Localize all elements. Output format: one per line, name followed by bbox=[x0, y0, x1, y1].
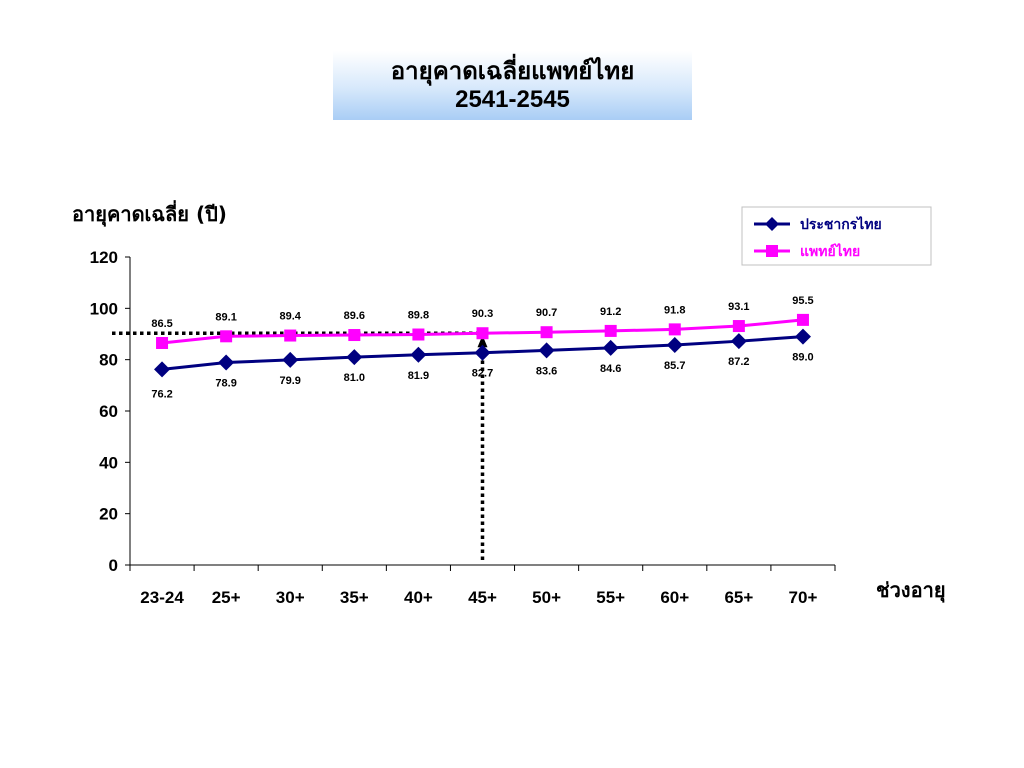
data-label: 85.7 bbox=[664, 360, 685, 372]
x-tick-label: 60+ bbox=[660, 588, 689, 607]
data-label: 93.1 bbox=[728, 301, 749, 313]
data-point bbox=[412, 328, 425, 341]
y-tick-label: 20 bbox=[99, 505, 118, 524]
series-layer: 76.2 78.9 79.9 81.0 81.9 82.7 83.6 84.6 85.7 87.2… bbox=[151, 295, 813, 401]
data-point bbox=[284, 329, 297, 342]
x-tick-label: 50+ bbox=[532, 588, 561, 607]
x-tick-label: 55+ bbox=[596, 588, 625, 607]
data-point bbox=[730, 333, 747, 350]
data-point bbox=[156, 336, 169, 349]
data-point bbox=[538, 342, 555, 359]
data-point bbox=[476, 327, 489, 340]
data-label: 95.5 bbox=[792, 295, 813, 307]
data-point bbox=[668, 323, 681, 336]
data-label: 81.0 bbox=[344, 372, 365, 384]
y-tick-label: 60 bbox=[99, 402, 118, 421]
data-label: 89.8 bbox=[408, 310, 429, 322]
x-tick-label: 70+ bbox=[789, 588, 818, 607]
legend-item: ประชากรไทย bbox=[754, 215, 882, 233]
legend-label: แพทย์ไทย bbox=[800, 242, 860, 260]
data-point bbox=[540, 326, 553, 339]
data-label: 76.2 bbox=[151, 388, 172, 400]
y-tick-label: 40 bbox=[99, 453, 118, 472]
legend-item: แพทย์ไทย bbox=[754, 242, 860, 260]
x-tick-label: 45+ bbox=[468, 588, 497, 607]
data-point bbox=[602, 339, 619, 356]
legend-marker bbox=[766, 245, 778, 257]
reference-arrow-head bbox=[477, 335, 488, 348]
data-point bbox=[796, 313, 809, 326]
data-label: 83.6 bbox=[536, 365, 557, 377]
y-tick-label: 80 bbox=[99, 351, 118, 370]
data-label: 82.7 bbox=[472, 368, 493, 380]
data-label: 79.9 bbox=[280, 375, 301, 387]
data-label: 86.5 bbox=[151, 318, 172, 330]
data-label: 87.2 bbox=[728, 356, 749, 368]
data-label: 91.2 bbox=[600, 306, 621, 318]
legend-label: ประชากรไทย bbox=[800, 215, 882, 233]
data-label: 81.9 bbox=[408, 370, 429, 382]
x-axis-label: ช่วงอายุ bbox=[876, 578, 946, 603]
x-tick-label: 30+ bbox=[276, 588, 305, 607]
x-tick-label: 35+ bbox=[340, 588, 369, 607]
x-tick-label: 23-24 bbox=[140, 588, 184, 607]
data-point bbox=[474, 344, 491, 361]
data-label: 84.6 bbox=[600, 363, 621, 375]
data-point bbox=[604, 324, 617, 337]
data-point bbox=[218, 354, 235, 371]
data-point bbox=[346, 349, 363, 366]
data-label: 90.3 bbox=[472, 308, 493, 320]
y-tick-label: 100 bbox=[90, 299, 118, 318]
x-tick-label: 25+ bbox=[212, 588, 241, 607]
data-label: 90.7 bbox=[536, 307, 557, 319]
y-tick-label: 0 bbox=[109, 556, 118, 575]
data-point bbox=[220, 330, 233, 343]
chart-subtitle: 2541-2545 bbox=[455, 86, 570, 113]
y-axis-label: อายุคาดเฉลี่ย (ปี) bbox=[72, 199, 227, 227]
data-point bbox=[348, 329, 361, 342]
data-label: 89.6 bbox=[344, 310, 365, 322]
data-point bbox=[154, 361, 171, 378]
chart-title-box: อายุคาดเฉลี่ยแพทย์ไทย 2541-2545 bbox=[333, 51, 692, 120]
data-label: 89.1 bbox=[215, 311, 236, 323]
legend-marker bbox=[765, 217, 779, 231]
series-doctors: 86.5 89.1 89.4 89.6 89.8 90.3 90.7 91.2 91.8 93.1… bbox=[151, 295, 814, 349]
x-tick-label: 65+ bbox=[724, 588, 753, 607]
data-label: 91.8 bbox=[664, 304, 685, 316]
y-tick-label: 120 bbox=[90, 248, 118, 267]
data-label: 89.4 bbox=[280, 311, 302, 323]
axes: 0 20 40 60 80 100 120 23-24 25+ 30+ 35+ 40+ 45+ 50+ 55… bbox=[90, 248, 836, 607]
data-point bbox=[732, 320, 745, 333]
data-point bbox=[666, 337, 683, 354]
data-point bbox=[410, 346, 427, 363]
data-label: 89.0 bbox=[792, 352, 813, 364]
data-point bbox=[794, 328, 811, 345]
x-tick-label: 40+ bbox=[404, 588, 433, 607]
data-point bbox=[282, 351, 299, 368]
data-label: 78.9 bbox=[215, 377, 236, 389]
chart-title: อายุคาดเฉลี่ยแพทย์ไทย bbox=[390, 57, 635, 85]
series-population: 76.2 78.9 79.9 81.0 81.9 82.7 83.6 84.6 85.7 87.2… bbox=[151, 328, 814, 400]
